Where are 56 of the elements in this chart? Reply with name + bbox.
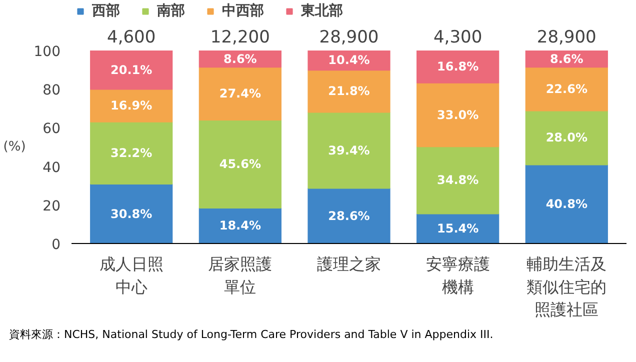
- bar: [90, 184, 173, 244]
- y-axis-title: (%): [3, 140, 26, 154]
- bar: [525, 66, 608, 112]
- y-tick-label: 0: [52, 237, 61, 253]
- data-label: 28.6%: [328, 208, 370, 223]
- data-label: 39.4%: [328, 143, 370, 158]
- bar: [308, 112, 390, 189]
- x-tick-label: 安寧療護機構: [426, 254, 490, 296]
- data-label: 10.4%: [328, 53, 370, 68]
- y-tick-label: 100: [34, 44, 61, 60]
- x-tick-label: 輔助生活及類似住宅的照護社區: [526, 254, 607, 320]
- text: 4,600: [107, 28, 156, 48]
- data-label: 33.0%: [437, 108, 479, 122]
- data-label: 32.2%: [110, 146, 152, 160]
- y-tick-label: 40: [42, 160, 61, 176]
- data-label: 27.4%: [219, 86, 261, 101]
- bar: [198, 66, 282, 120]
- bar: [416, 146, 500, 214]
- bar: [416, 82, 500, 148]
- data-label: 40.8%: [546, 197, 588, 212]
- bar: [416, 50, 500, 84]
- legend-label: 東北部: [301, 2, 343, 20]
- bar: [198, 119, 282, 208]
- data-label: 45.6%: [219, 156, 261, 171]
- data-label: 28.0%: [546, 130, 588, 145]
- y-tick-label: 60: [42, 121, 61, 138]
- y-tick-label: 80: [42, 82, 61, 99]
- bar: [525, 110, 608, 166]
- bar: [308, 188, 390, 244]
- source-note: 資料來源：NCHS, National Study of Long-Term Care Providers and Table V in Appendix III.: [9, 327, 494, 343]
- text: 28,900: [319, 28, 379, 48]
- legend-label: 中西部: [222, 2, 264, 20]
- data-label: 22.6%: [546, 82, 588, 96]
- data-label: 20.1%: [110, 62, 152, 77]
- data-label: 18.4%: [219, 218, 261, 233]
- data-label: 16.9%: [110, 98, 152, 113]
- x-tick-label: 護理之家: [317, 254, 381, 274]
- bar: [308, 70, 390, 113]
- legend-label: 南部: [157, 2, 185, 20]
- text: 12,200: [210, 28, 270, 48]
- bar: [90, 121, 173, 185]
- data-label: 34.8%: [437, 173, 479, 188]
- data-label: 15.4%: [437, 222, 479, 236]
- x-tick-label: 成人日照中心: [99, 254, 164, 296]
- text: 4,300: [433, 28, 482, 48]
- bar: [90, 50, 173, 90]
- data-label: 8.6%: [224, 52, 257, 66]
- data-label: 16.8%: [437, 60, 479, 74]
- data-label: 8.6%: [550, 52, 584, 66]
- bar: [525, 164, 608, 244]
- x-tick-label: 居家照護單位: [208, 254, 272, 296]
- data-label: 30.8%: [110, 206, 152, 221]
- legend-label: 西部: [92, 2, 120, 20]
- y-tick-label: 20: [42, 198, 61, 214]
- text: 28,900: [536, 28, 596, 48]
- data-label: 21.8%: [328, 84, 370, 98]
